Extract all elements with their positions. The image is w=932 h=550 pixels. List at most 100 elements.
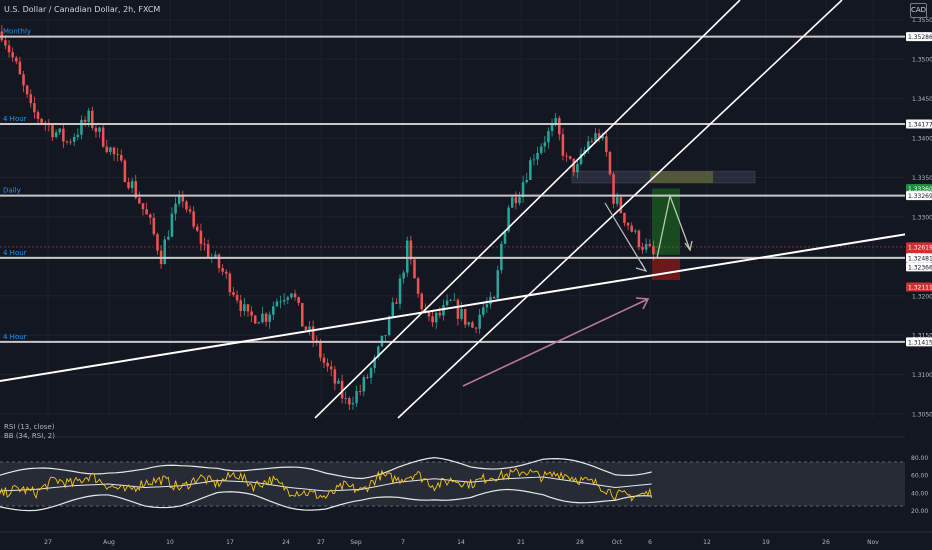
time-tick-label: 12: [703, 539, 711, 546]
candle-body: [456, 299, 460, 319]
price-tick-label: 1.33000: [912, 214, 932, 221]
price-tag-box: [906, 32, 932, 42]
momentum-arrowhead: [635, 297, 650, 310]
candle-body: [445, 300, 449, 306]
candle-body: [18, 61, 22, 75]
axis-background: [905, 0, 932, 550]
channel-line-upper: [314, 0, 741, 419]
candle-body: [387, 316, 391, 335]
price-tag-label: 1.35286: [908, 34, 932, 41]
candle-body: [120, 155, 123, 161]
candle-body: [311, 326, 315, 341]
candle-body: [612, 174, 615, 204]
candle-body: [261, 313, 264, 323]
candle-body: [568, 156, 572, 159]
candle-body: [127, 182, 130, 189]
candle-body: [438, 312, 442, 316]
price-tick-label: 1.34000: [912, 136, 932, 143]
bb-lower: [0, 488, 652, 512]
price-tag-label: 1.32366: [908, 264, 932, 271]
price-axis[interactable]: 1.35500 1.35000 1.34500 1.34000 1.33500 1.330…: [905, 0, 932, 550]
candle-body: [29, 94, 33, 104]
candle-body: [565, 155, 568, 157]
grid-lines: [0, 0, 905, 418]
candle-body: [644, 244, 648, 250]
candle-body: [304, 326, 308, 331]
level-label: Monthly: [3, 28, 31, 36]
candle-body: [518, 197, 521, 204]
candle-body: [221, 268, 224, 272]
candle-body: [322, 357, 326, 363]
candle-body: [547, 130, 550, 143]
supply-box: [571, 170, 756, 184]
candle-body: [424, 309, 427, 312]
time-tick-label: 26: [822, 539, 830, 546]
time-tick-label: 17: [226, 539, 234, 546]
price-tag-box: [906, 337, 932, 347]
candle-body: [112, 147, 116, 155]
rsi-tick-label: 40.00: [911, 490, 928, 497]
time-tick-label: 6: [648, 539, 652, 546]
rsi-panel: [0, 436, 932, 512]
price-tag-label: 1.32111: [908, 285, 932, 292]
candle-body: [478, 314, 481, 329]
candle-body: [275, 301, 279, 307]
price-tick-label: 1.32000: [912, 293, 932, 300]
candle-body: [507, 207, 510, 232]
candle-body: [442, 305, 445, 316]
price-tick-label: 1.35500: [912, 17, 932, 24]
symbol-title: U.S. Dollar / Canadian Dollar, 2h, FXCM: [4, 5, 161, 14]
forecast-arrow-down: [604, 202, 647, 272]
candle-body: [272, 306, 275, 315]
candle-body: [130, 181, 134, 189]
currency-button[interactable]: CAD: [910, 3, 927, 18]
candle-body: [467, 322, 471, 325]
candle-body: [355, 391, 358, 404]
candle-body: [91, 110, 94, 128]
candle-body: [152, 217, 156, 235]
candle-body: [297, 297, 300, 303]
candle-body: [25, 85, 29, 95]
rsi-label[interactable]: RSI (13, close): [4, 423, 55, 431]
bb-upper: [0, 456, 652, 480]
time-tick-label: Nov: [867, 539, 879, 546]
bb-label[interactable]: BB (34, RSI, 2): [4, 432, 55, 440]
time-tick-label: 7: [401, 539, 405, 546]
candle-body: [362, 377, 366, 392]
candles: [0, 25, 655, 411]
candle-body: [409, 240, 413, 260]
candle-body: [98, 127, 101, 132]
candle-body: [579, 154, 583, 165]
time-tick-label: 27: [44, 539, 52, 546]
candle-body: [554, 118, 557, 125]
candle-body: [224, 271, 228, 274]
candle-body: [366, 377, 369, 378]
candle-body: [358, 391, 362, 392]
candle-body: [434, 312, 438, 323]
candle-body: [7, 45, 11, 53]
candle-body: [228, 273, 232, 293]
candle-body: [333, 369, 337, 384]
price-tag-box: [906, 282, 932, 292]
candle-body: [326, 362, 329, 367]
time-axis[interactable]: 27 Aug 10 17 24 27 Sep 7 14 21 28 Oct 6 12 19 26 Nov: [0, 531, 932, 546]
candle-body: [601, 136, 604, 139]
candle-body: [402, 272, 405, 279]
candle-body: [348, 398, 351, 405]
time-tick-label: 27: [317, 539, 325, 546]
price-tick-label: 1.33500: [912, 175, 932, 182]
candle-body: [188, 209, 192, 212]
rsi-tick-label: 80.00: [911, 455, 928, 462]
candle-body: [413, 259, 416, 279]
candle-body: [608, 152, 612, 175]
forecast-arrow-up: [656, 193, 691, 259]
time-tick-label: 10: [166, 539, 174, 546]
candle-body: [105, 146, 109, 152]
candle-body: [605, 136, 608, 153]
candle-body: [94, 127, 98, 132]
candle-body: [340, 380, 344, 399]
horizontal-levels: Monthly 4 Hour Daily 4 Hour 4 Hour: [0, 28, 905, 343]
candle-body: [474, 327, 478, 329]
candle-body: [597, 133, 601, 139]
